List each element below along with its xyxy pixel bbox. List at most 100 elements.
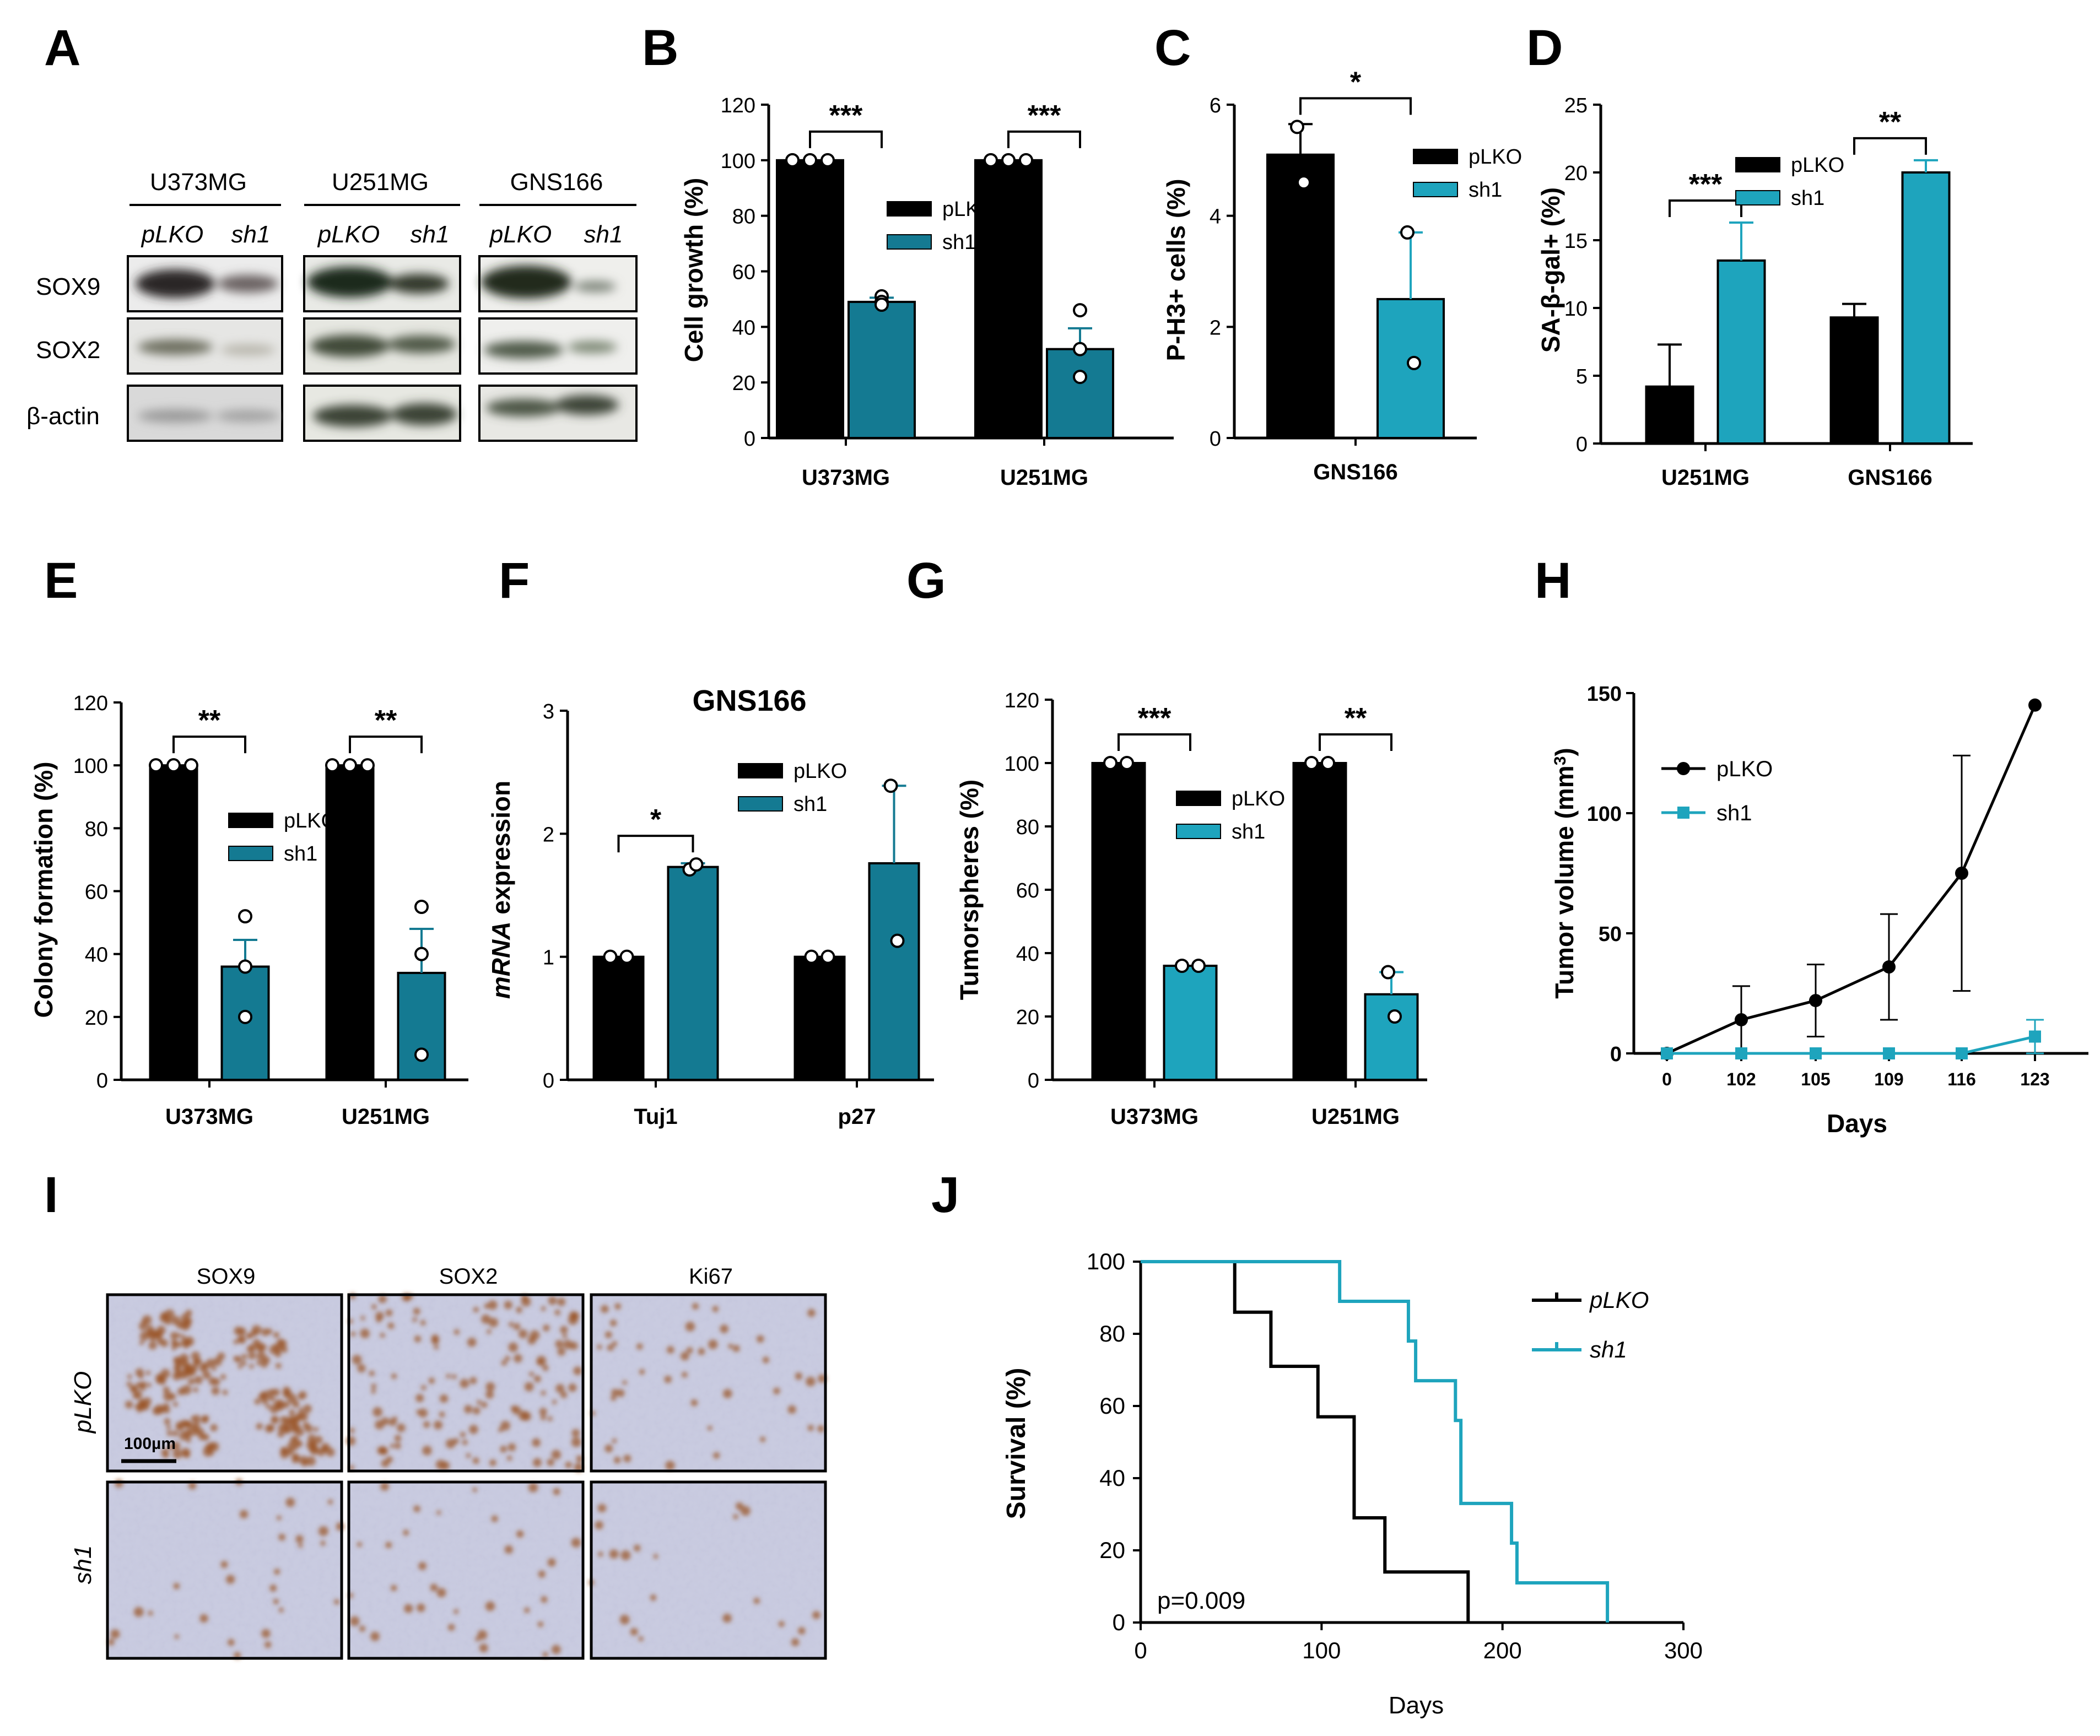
y-tick-label: 0 bbox=[744, 428, 755, 451]
stain-spot bbox=[192, 1415, 201, 1423]
stain-spot bbox=[466, 1453, 471, 1458]
stain-spot bbox=[547, 1558, 556, 1567]
stain-spot bbox=[334, 1599, 340, 1605]
legend-label-pLKO: pLKO bbox=[1791, 154, 1844, 177]
y-axis-label: Tumorspheres (%) bbox=[955, 780, 984, 1000]
blot-row-sox9: SOX9 bbox=[36, 273, 100, 300]
stain-spot bbox=[179, 1358, 189, 1368]
stain-spot bbox=[555, 1384, 565, 1393]
stain-spot bbox=[565, 1461, 572, 1469]
stain-spot bbox=[609, 1549, 619, 1559]
bar-sh1-U251MG bbox=[1046, 348, 1114, 440]
stain-spot bbox=[708, 1339, 718, 1349]
stain-spot bbox=[373, 1407, 382, 1417]
stain-spot bbox=[283, 1401, 290, 1408]
legend-label-pLKO: pLKO bbox=[1716, 757, 1773, 781]
legend-label-pLKO: pLKO bbox=[1232, 787, 1285, 810]
data-point-sh1 bbox=[1883, 1047, 1895, 1059]
stain-spot bbox=[740, 1506, 751, 1516]
data-point-pLKO bbox=[1955, 867, 1968, 880]
x-axis-label: Days bbox=[1389, 1692, 1444, 1719]
legend-swatch-sh1 bbox=[1176, 824, 1221, 839]
stain-spot bbox=[421, 1385, 427, 1391]
stain-spot bbox=[386, 1456, 393, 1463]
chart-c: 0 2 4 6 P-H3+ cells (%) GNS166 * pLKO sh1 bbox=[1162, 66, 1522, 484]
significance-label: * bbox=[1350, 66, 1362, 98]
stain-spot bbox=[464, 1405, 473, 1414]
stain-spot bbox=[183, 1367, 188, 1373]
y-tick-label: 0 bbox=[1576, 433, 1588, 456]
stain-spot bbox=[460, 1431, 466, 1437]
y-tick-label: 60 bbox=[85, 881, 108, 904]
stain-spot bbox=[299, 1411, 308, 1421]
stain-spot bbox=[246, 1345, 253, 1353]
significance-bracket bbox=[1669, 199, 1742, 218]
stain-spot bbox=[189, 1426, 199, 1436]
stain-spot bbox=[172, 1430, 179, 1437]
significance-bracket bbox=[172, 735, 246, 754]
y-tick-label: 120 bbox=[73, 692, 108, 715]
stain-spot bbox=[264, 1424, 274, 1433]
stain-spot bbox=[228, 1638, 235, 1646]
data-point bbox=[890, 933, 905, 948]
stain-spot bbox=[185, 1310, 192, 1317]
data-point bbox=[1381, 965, 1395, 980]
stain-spot bbox=[275, 1362, 282, 1369]
chart-j: 0 20 40 60 80 100 0 100 200 300 Days Survival (%) p=… bbox=[1002, 1248, 1703, 1719]
stain-spot bbox=[423, 1421, 430, 1428]
significance-bracket bbox=[1118, 733, 1191, 751]
stain-spot bbox=[630, 1627, 638, 1636]
stain-spot bbox=[226, 1575, 235, 1584]
stain-spot bbox=[524, 1607, 530, 1613]
band bbox=[484, 341, 563, 359]
legend-swatch-pLKO bbox=[1413, 149, 1458, 164]
legend-swatch-pLKO bbox=[228, 813, 273, 828]
band bbox=[220, 344, 276, 355]
stain-spot bbox=[434, 1344, 439, 1350]
y-tick-label: 40 bbox=[1016, 943, 1039, 966]
legend-label-sh1: sh1 bbox=[942, 231, 976, 254]
stain-spot bbox=[521, 1296, 531, 1307]
stain-spot bbox=[787, 1405, 796, 1414]
stain-spot bbox=[732, 1345, 740, 1353]
stain-spot bbox=[186, 1318, 192, 1324]
x-axis-label: Days bbox=[1827, 1109, 1887, 1138]
y-tick-label: 100 bbox=[1587, 803, 1622, 826]
lane-label-pLKO-1: pLKO bbox=[141, 221, 204, 248]
stain-spot bbox=[282, 1423, 293, 1433]
legend-label-sh1: sh1 bbox=[1232, 820, 1265, 843]
stain-spot bbox=[175, 1421, 185, 1431]
stain-spot bbox=[193, 1365, 198, 1370]
panel-a-western-blot: U373MG U251MG GNS166 pLKO sh1 pLKO sh1 p… bbox=[26, 169, 638, 442]
stain-spot bbox=[485, 1601, 495, 1611]
x-tick-label: 0 bbox=[1134, 1637, 1147, 1663]
stain-spot bbox=[269, 1584, 277, 1592]
legend-label-pLKO: pLKO bbox=[1589, 1287, 1649, 1313]
stain-spot bbox=[188, 1481, 197, 1490]
stain-spot bbox=[638, 1636, 644, 1642]
category-label: U373MG bbox=[802, 466, 890, 490]
ihc-col-ki67: Ki67 bbox=[689, 1264, 733, 1289]
x-tick-label: 116 bbox=[1947, 1069, 1976, 1089]
panel-letter-f: F bbox=[499, 553, 530, 609]
stain-spot bbox=[198, 1432, 206, 1441]
stain-spot bbox=[298, 1391, 307, 1399]
stain-spot bbox=[307, 1434, 316, 1443]
stain-spot bbox=[619, 1614, 630, 1625]
data-point bbox=[804, 949, 819, 964]
stain-spot bbox=[349, 1616, 360, 1626]
y-axis-label: mRNA expression bbox=[487, 781, 515, 999]
stain-spot bbox=[541, 1391, 546, 1396]
stain-spot bbox=[261, 1397, 268, 1404]
stain-spot bbox=[163, 1391, 173, 1402]
legend-marker bbox=[1677, 762, 1690, 775]
stain-spot bbox=[568, 1315, 578, 1325]
stain-spots bbox=[125, 1309, 335, 1467]
blot-cell-line-1: U373MG bbox=[150, 169, 247, 196]
significance-bracket bbox=[1853, 137, 1927, 155]
stain-spot bbox=[557, 1297, 566, 1306]
stain-spot bbox=[817, 1425, 825, 1432]
stain-spot bbox=[519, 1410, 528, 1421]
stain-spot bbox=[172, 1371, 181, 1381]
